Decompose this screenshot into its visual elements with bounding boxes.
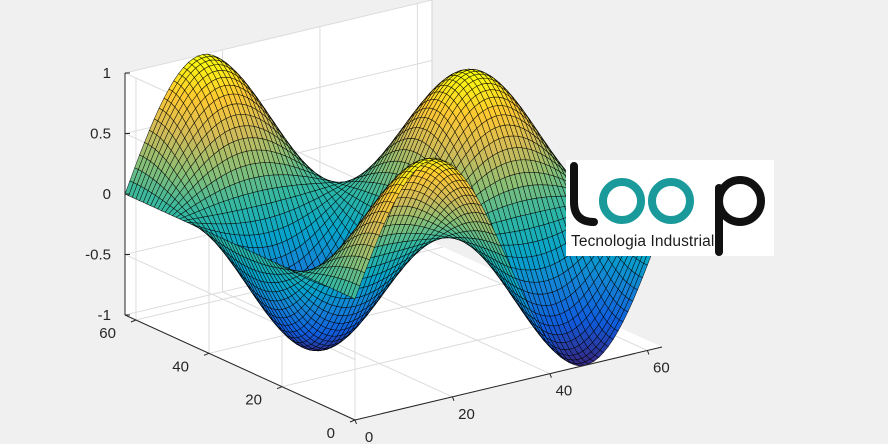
y-tick (276, 386, 283, 390)
z-tick-label: 0.5 (90, 126, 111, 143)
z-tick-label: 1 (103, 65, 111, 82)
logo-letter-o-2 (648, 178, 694, 224)
z-tick-label: 0 (103, 186, 111, 203)
y-tick-label: 60 (99, 325, 116, 342)
y-tick (130, 319, 137, 323)
company-logo: Tecnologia Industrial (566, 160, 774, 256)
logo-letter-o-1 (599, 178, 645, 224)
y-tick (203, 352, 210, 356)
x-tick-label: 0 (365, 429, 373, 444)
y-tick (349, 419, 356, 423)
x-tick (646, 350, 650, 355)
y-tick-label: 20 (245, 392, 262, 409)
y-tick-label: 40 (172, 358, 189, 375)
x-tick-label: 20 (458, 406, 475, 423)
z-tick-label: -1 (98, 307, 111, 324)
y-tick-label: 0 (327, 425, 335, 442)
z-tick-label: -0.5 (85, 247, 111, 264)
logo-letter-l (570, 162, 598, 226)
x-tick-label: 60 (653, 359, 670, 376)
logo-letter-p-bowl (715, 176, 765, 226)
x-tick (451, 396, 455, 402)
x-tick-label: 40 (556, 383, 573, 400)
x-tick (354, 419, 357, 425)
logo-tagline: Tecnologia Industrial (571, 233, 715, 250)
x-tick (549, 373, 552, 378)
